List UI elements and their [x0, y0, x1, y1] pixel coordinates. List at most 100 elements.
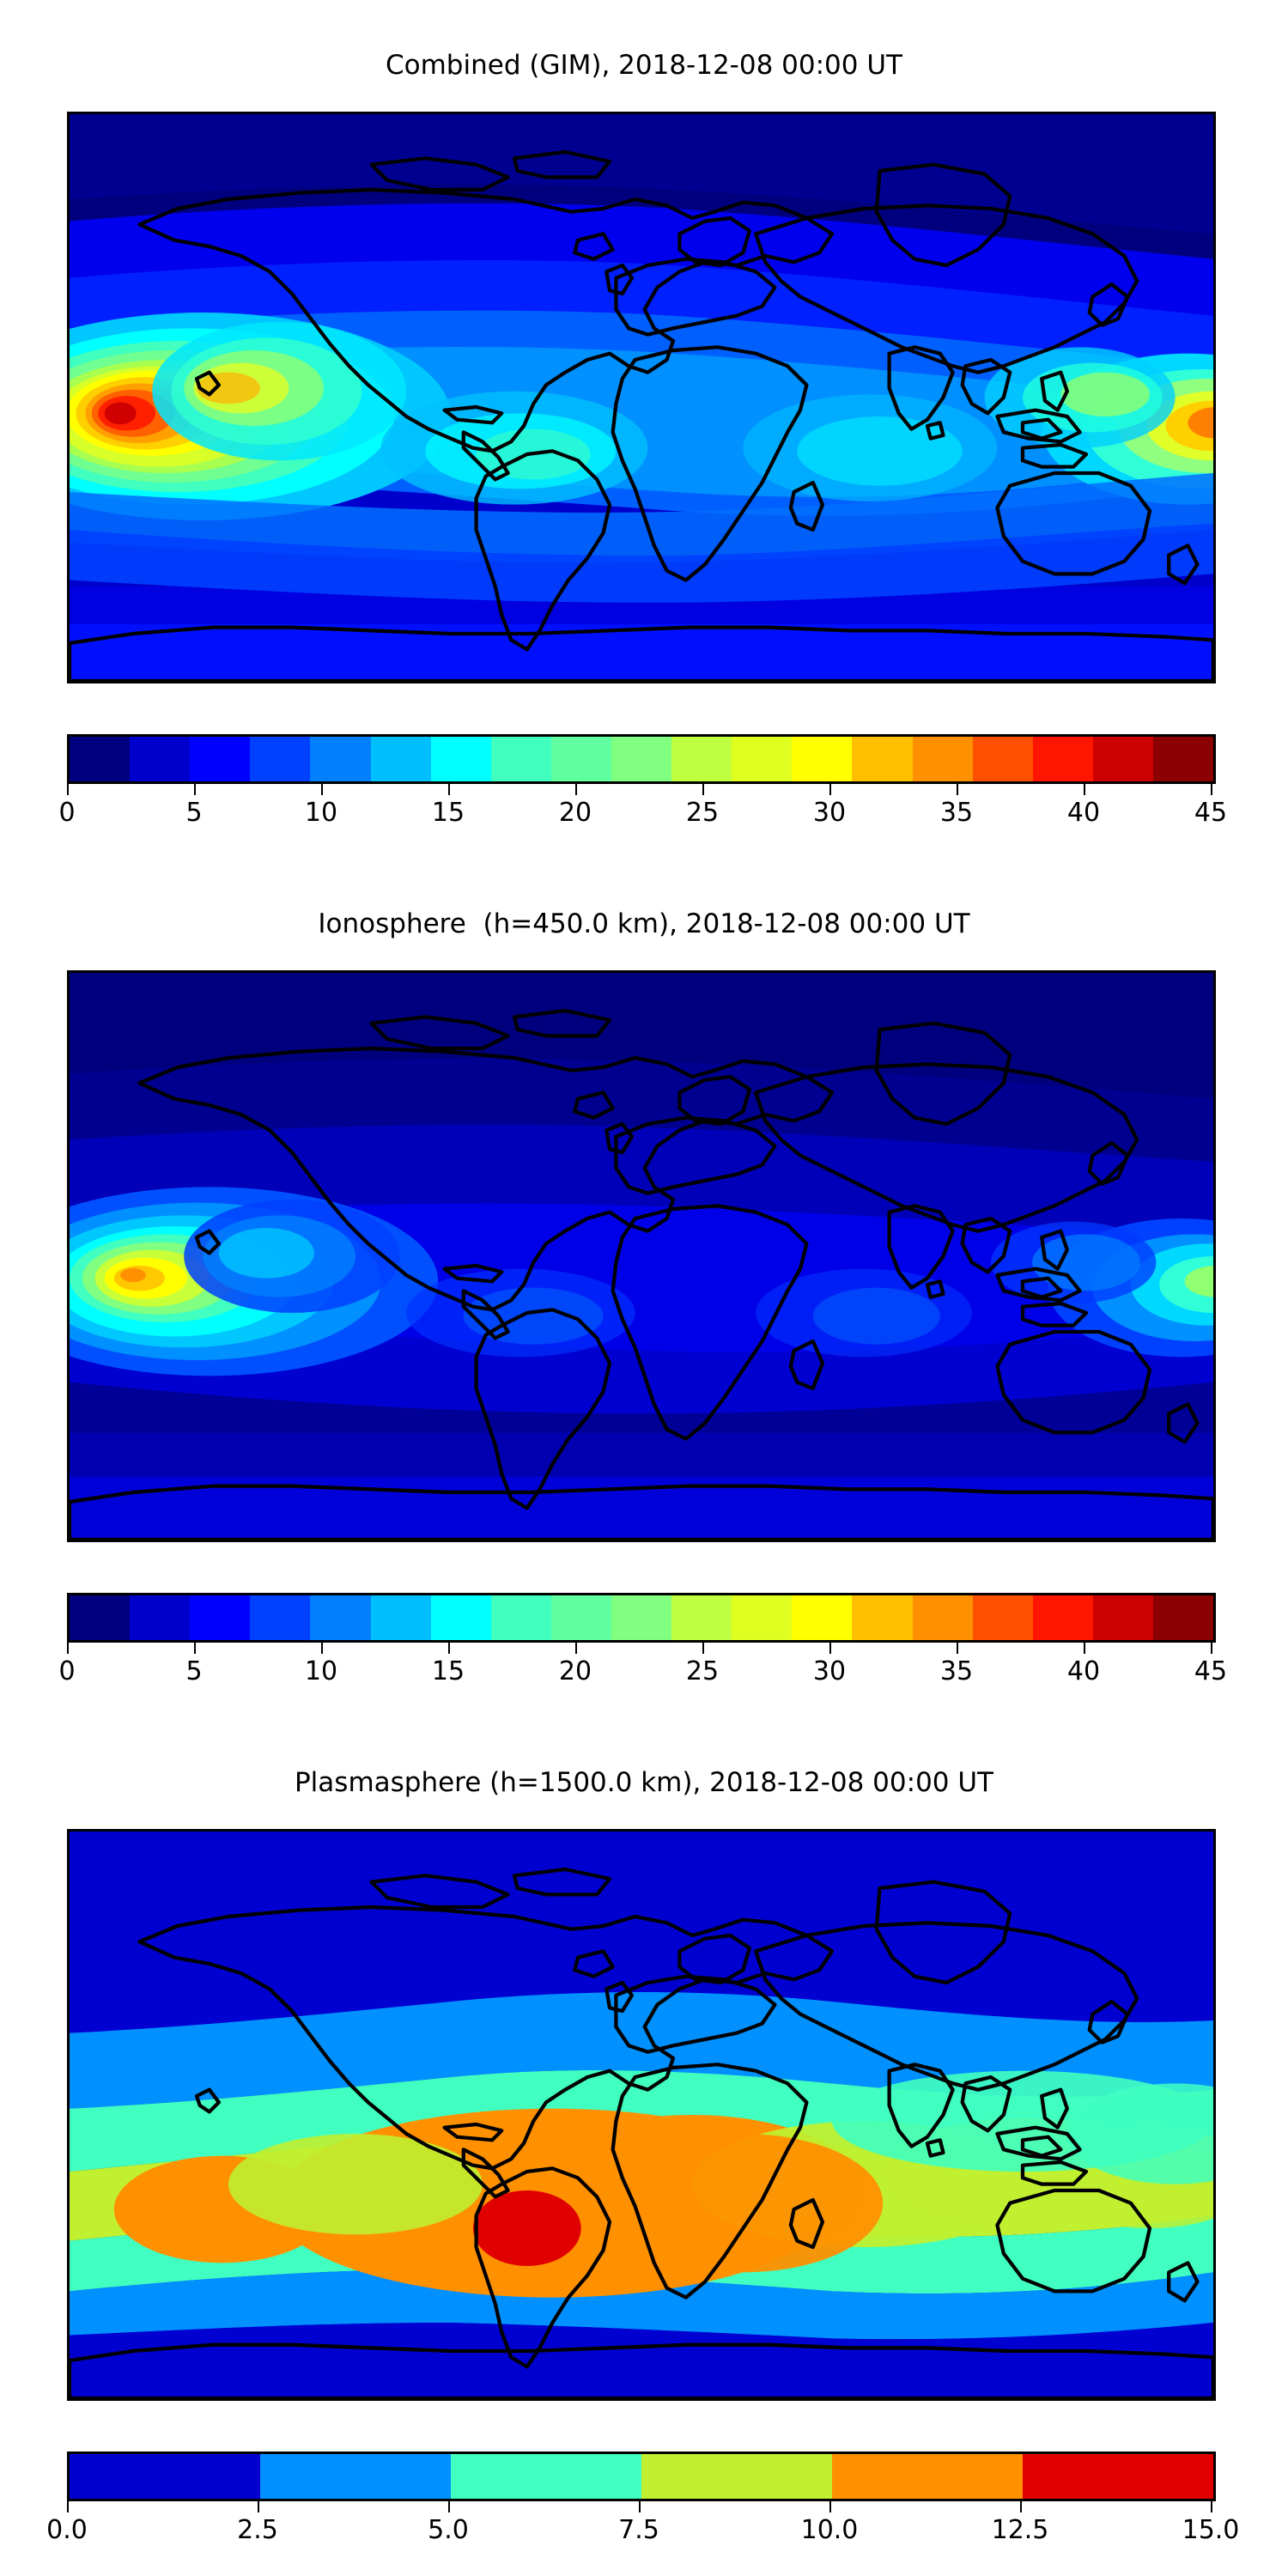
colorbar-segment [130, 737, 191, 781]
panel-combined-gim: Combined (GIM), 2018-12-08 00:00 UT [0, 0, 1288, 859]
tick-label: 5.0 [428, 2515, 469, 2545]
tick-label: 20 [558, 798, 592, 828]
colorbar-segment [732, 1595, 793, 1640]
tick-mark [321, 1643, 323, 1654]
colorbar-segment [1023, 2454, 1213, 2499]
map-plasmasphere [67, 1829, 1216, 2401]
tick-mark [1211, 2501, 1212, 2512]
colorbar-segment [490, 737, 551, 781]
tick-mark [67, 784, 69, 795]
colorbar-ticks-combined: 0 5 10 15 20 25 30 35 40 45 [58, 784, 1227, 835]
colorbar-segment [611, 1595, 672, 1640]
tick-mark [1084, 784, 1085, 795]
colorbar-segment [671, 1595, 732, 1640]
colorbar-segment [310, 737, 371, 781]
colorbar-segment [70, 737, 131, 781]
tick-mark [702, 784, 704, 795]
colorbar-segment [1032, 1595, 1093, 1640]
colorbar-segment [671, 737, 732, 781]
colorbar-segment [972, 737, 1033, 781]
tick-mark [194, 784, 196, 795]
tick-label: 25 [685, 1656, 720, 1686]
colorbar-segment [250, 737, 311, 781]
tick-mark [448, 1643, 450, 1654]
colorbar-ionosphere [67, 1593, 1216, 1643]
tick-label: 7.5 [618, 2515, 659, 2545]
colorbar-segment [130, 1595, 191, 1640]
tick-label: 5 [185, 1656, 203, 1686]
tick-label: 15 [431, 1656, 465, 1686]
tick-mark [575, 784, 577, 795]
tick-mark [448, 2501, 450, 2512]
tick-label: 40 [1066, 798, 1101, 828]
colorbar-segment [430, 737, 491, 781]
tick-mark [67, 2501, 69, 2512]
tick-mark [829, 2501, 831, 2512]
colorbar-segment [972, 1595, 1033, 1640]
tick-label: 45 [1194, 1656, 1228, 1686]
panel-title-plasmasphere: Plasmasphere (h=1500.0 km), 2018-12-08 0… [294, 1767, 993, 1798]
colorbar-segment [430, 1595, 491, 1640]
map-ionosphere [67, 970, 1216, 1542]
colorbar-segment [792, 1595, 853, 1640]
colorbar-ticks-ionosphere: 0 5 10 15 20 25 30 35 40 45 [58, 1643, 1227, 1694]
colorbar-segment [550, 1595, 611, 1640]
colorbar-segment [1152, 737, 1214, 781]
colorbar-segment [792, 737, 853, 781]
colorbar-segment [250, 1595, 311, 1640]
colorbar-segment [190, 737, 251, 781]
map-combined-gim [67, 112, 1216, 683]
colorbar-segment [70, 2454, 260, 2499]
tick-mark [258, 2501, 259, 2512]
tick-mark [639, 2501, 641, 2512]
tick-label: 20 [558, 1656, 592, 1686]
tick-label: 15 [431, 798, 465, 828]
tick-mark [448, 784, 450, 795]
tick-mark [575, 1643, 577, 1654]
colorbar-segment [912, 1595, 973, 1640]
tick-label: 25 [685, 798, 720, 828]
colorbar-segment [190, 1595, 251, 1640]
tick-label: 30 [812, 798, 847, 828]
colorbar-segment [310, 1595, 371, 1640]
tick-label: 15.0 [1182, 2515, 1240, 2545]
tick-label: 45 [1194, 798, 1228, 828]
tick-mark [702, 1643, 704, 1654]
colorbar-segment [490, 1595, 551, 1640]
tick-label: 40 [1066, 1656, 1101, 1686]
colorbar-segment [641, 2454, 832, 2499]
panel-ionosphere: Ionosphere (h=450.0 km), 2018-12-08 00:0… [0, 859, 1288, 1717]
panel-title-combined: Combined (GIM), 2018-12-08 00:00 UT [386, 50, 902, 81]
colorbar-segment [912, 737, 973, 781]
tick-label: 10.0 [800, 2515, 859, 2545]
colorbar-plasmasphere [67, 2451, 1216, 2501]
colorbar-segment [852, 1595, 913, 1640]
map-svg-combined [70, 114, 1213, 681]
colorbar-segment [1092, 737, 1153, 781]
tick-mark [829, 784, 831, 795]
map-svg-ionosphere [70, 973, 1213, 1540]
tick-mark [957, 784, 958, 795]
tick-mark [321, 784, 323, 795]
tick-label: 30 [812, 1656, 847, 1686]
tick-label: 35 [939, 798, 974, 828]
tick-mark [194, 1643, 196, 1654]
map-svg-plasmasphere [70, 1832, 1213, 2398]
colorbar-segment [260, 2454, 451, 2499]
colorbar-ticks-plasmasphere: 0.0 2.5 5.0 7.5 10.0 12.5 15.0 [46, 2501, 1239, 2553]
tick-label: 0.0 [46, 2515, 88, 2545]
panel-title-ionosphere: Ionosphere (h=450.0 km), 2018-12-08 00:0… [318, 908, 970, 939]
tick-mark [1084, 1643, 1085, 1654]
colorbar-segment [550, 737, 611, 781]
tick-label: 5 [185, 798, 203, 828]
colorbar-segment [852, 737, 913, 781]
tick-label: 0 [58, 1656, 76, 1686]
colorbar-segment [70, 1595, 131, 1640]
colorbar-combined [67, 734, 1216, 784]
colorbar-segment [451, 2454, 641, 2499]
tick-mark [957, 1643, 958, 1654]
colorbar-segment [1152, 1595, 1214, 1640]
tick-label: 10 [304, 798, 338, 828]
colorbar-segment [1092, 1595, 1153, 1640]
